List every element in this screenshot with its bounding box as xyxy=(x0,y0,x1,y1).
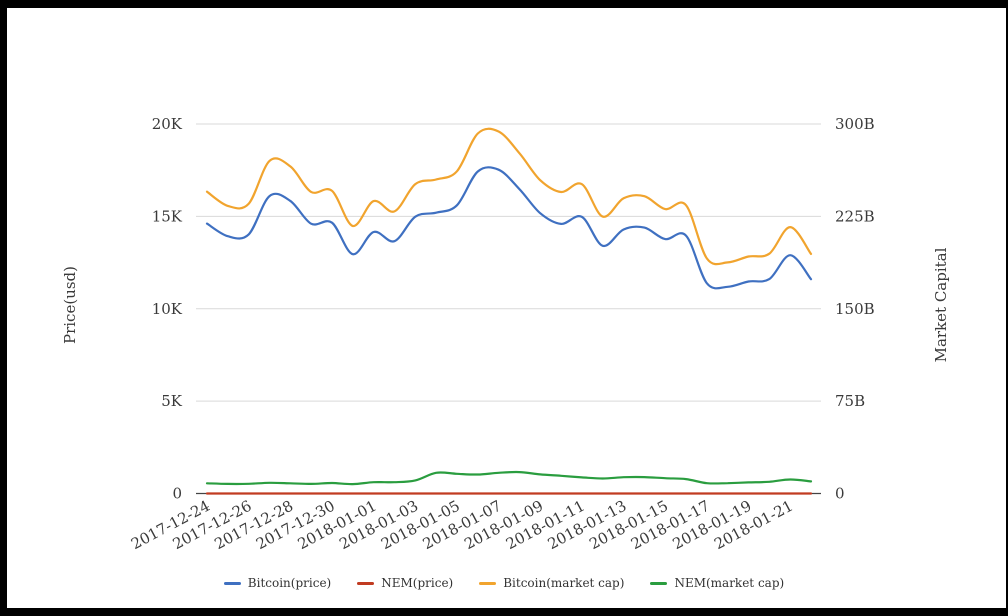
right-axis-title: Market Capital xyxy=(932,247,950,363)
y-tick-label-left: 15K xyxy=(152,207,183,225)
series-line-bitcoin-market-cap xyxy=(205,127,813,266)
series-line-nem-market-cap xyxy=(205,470,813,486)
y-tick-label-right: 75B xyxy=(835,392,865,410)
y-tick-label-left: 5K xyxy=(161,392,183,410)
chart-legend: Bitcoin(price) NEM(price) Bitcoin(market c… xyxy=(0,576,1008,590)
legend-item-nem-price[interactable]: NEM(price) xyxy=(357,576,453,590)
left-axis-title: Price(usd) xyxy=(61,265,79,345)
legend-item-bitcoin-market-cap[interactable]: Bitcoin(market cap) xyxy=(479,576,624,590)
legend-label: Bitcoin(price) xyxy=(247,576,332,590)
y-tick-label-right: 225B xyxy=(835,207,875,225)
legend-label: NEM(price) xyxy=(381,576,454,590)
legend-item-bitcoin-price[interactable]: Bitcoin(price) xyxy=(223,576,332,590)
legend-item-nem-market-cap[interactable]: NEM(market cap) xyxy=(650,576,784,590)
legend-swatch xyxy=(223,581,241,585)
y-tick-label-right: 150B xyxy=(835,300,875,318)
legend-swatch xyxy=(650,581,668,585)
y-tick-label-right: 0 xyxy=(835,485,845,503)
y-tick-label-left: 20K xyxy=(152,115,183,133)
legend-swatch xyxy=(357,581,375,585)
y-tick-label-right: 300B xyxy=(835,115,875,133)
legend-label: NEM(market cap) xyxy=(674,576,785,590)
y-tick-label-left: 10K xyxy=(152,300,183,318)
series-line-bitcoin-price xyxy=(205,166,813,290)
legend-swatch xyxy=(479,581,497,585)
legend-label: Bitcoin(market cap) xyxy=(503,576,625,590)
y-tick-label-left: 0 xyxy=(172,485,182,503)
